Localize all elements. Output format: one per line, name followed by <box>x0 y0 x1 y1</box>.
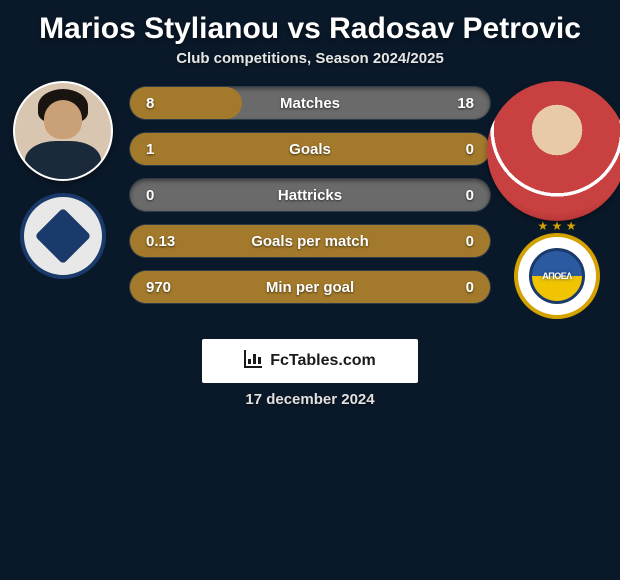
stat-label: Hattricks <box>278 187 342 204</box>
player1-club-badge <box>20 193 106 279</box>
watermark[interactable]: FcTables.com <box>202 339 418 383</box>
left-side <box>8 81 118 279</box>
stat-bar-matches: 8 Matches 18 <box>130 87 490 119</box>
player2-club-badge: ★ ★ ★ ΑΠΟΕΛ <box>514 233 600 319</box>
stat-left-value: 8 <box>130 95 154 112</box>
subtitle: Club competitions, Season 2024/2025 <box>0 50 620 81</box>
stat-bar-gpm: 0.13 Goals per match 0 <box>130 225 490 257</box>
stat-bar-goals: 1 Goals 0 <box>130 133 490 165</box>
player2-photo <box>487 81 620 221</box>
stat-label: Matches <box>280 95 340 112</box>
stat-label: Goals per match <box>251 233 369 250</box>
stat-bar-mpg: 970 Min per goal 0 <box>130 271 490 303</box>
badge-text: ΑΠΟΕΛ <box>542 271 572 281</box>
stat-right-value: 0 <box>466 187 474 204</box>
stat-right-value: 0 <box>466 141 474 158</box>
watermark-text: FcTables.com <box>270 352 376 370</box>
stat-right-value: 0 <box>466 279 474 296</box>
stat-left-value: 0 <box>130 187 154 204</box>
stat-right-value: 0 <box>466 233 474 250</box>
stat-bar-hattricks: 0 Hattricks 0 <box>130 179 490 211</box>
chart-icon <box>244 350 264 373</box>
date: 17 december 2024 <box>0 391 620 408</box>
stars-icon: ★ ★ ★ <box>538 219 577 233</box>
stat-left-value: 1 <box>130 141 154 158</box>
stats-bars: 8 Matches 18 1 Goals 0 0 Hattricks 0 0.1… <box>130 81 490 303</box>
stat-label: Goals <box>289 141 331 158</box>
right-side: ★ ★ ★ ΑΠΟΕΛ <box>502 81 612 319</box>
page-title: Marios Stylianou vs Radosav Petrovic <box>0 0 620 50</box>
stat-label: Min per goal <box>266 279 354 296</box>
player1-photo <box>13 81 113 181</box>
stat-left-value: 0.13 <box>130 233 175 250</box>
stat-right-value: 18 <box>457 95 474 112</box>
comparison-panel: 8 Matches 18 1 Goals 0 0 Hattricks 0 0.1… <box>0 81 620 319</box>
stat-left-value: 970 <box>130 279 171 296</box>
